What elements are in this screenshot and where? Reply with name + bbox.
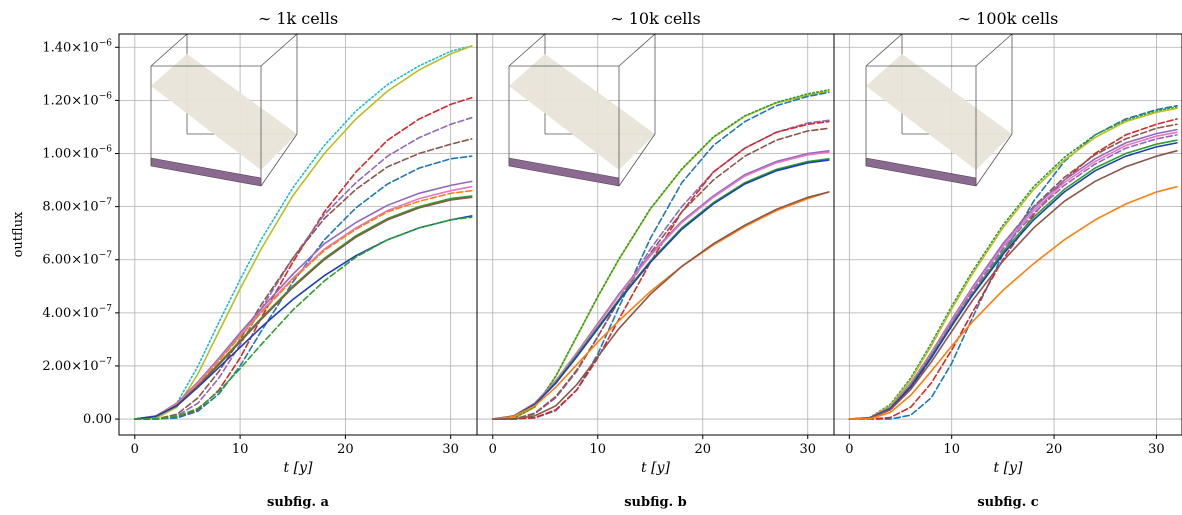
series-line-11 (492, 191, 830, 420)
series-line-7 (848, 131, 1178, 420)
panel-a: 0 10 20 30 0.00 2.00×10−7 4.00×10−7 6.00×10−7 8.… (11, 9, 478, 510)
series-line-3 (848, 107, 1178, 420)
series-line-6 (492, 127, 830, 420)
series-line-5 (492, 120, 830, 420)
panel-b: 0 10 20 30 ∼ 10k cells t [y] subfig. b (476, 9, 835, 510)
subfig-label: subfig. a (267, 495, 329, 510)
x-tick-label: 20 (694, 442, 711, 457)
y-tick-label: 1.00×10−6 (42, 145, 112, 162)
inset-geometry (150, 33, 298, 187)
y-tick-label: 1.20×10−6 (42, 91, 112, 108)
series-line-8 (134, 185, 473, 420)
y-tick-label: 8.00×10−7 (42, 198, 112, 215)
series-line-11 (134, 196, 473, 420)
series-line-10 (492, 159, 830, 420)
y-tick-label: 6.00×10−7 (42, 251, 112, 268)
y-tick-label: 2.00×10−7 (42, 357, 112, 374)
y-tick-label: 4.00×10−7 (42, 304, 112, 321)
x-tick-label: 30 (1148, 442, 1165, 457)
x-tick-label: 10 (589, 442, 606, 457)
x-tick-label: 0 (131, 442, 139, 457)
x-tick-label: 0 (489, 442, 497, 457)
series-line-5 (134, 138, 473, 420)
chart-title: ∼ 100k cells (958, 9, 1059, 28)
x-tick-label: 0 (845, 442, 853, 457)
series-line-3 (492, 91, 830, 420)
panel-c: 0 10 20 30 ∼ 100k cells t [y] subfig. c (833, 9, 1182, 510)
y-axis-label: outflux (11, 211, 26, 257)
series-group (848, 104, 1178, 420)
chart-title: ∼ 1k cells (258, 9, 338, 28)
inset-geometry (508, 33, 656, 187)
subfig-label: subfig. b (624, 495, 687, 510)
inset-geometry (865, 33, 1013, 187)
x-axis-label: t [y] (284, 460, 313, 476)
series-line-1 (134, 45, 473, 420)
x-axis-label: t [y] (994, 460, 1023, 476)
x-tick-label: 30 (799, 442, 816, 457)
series-line-11 (848, 150, 1178, 420)
series-line-2 (492, 89, 830, 420)
x-tick-label: 20 (337, 442, 354, 457)
subfig-label: subfig. c (977, 495, 1038, 510)
series-line-6 (848, 128, 1178, 420)
series-line-3 (134, 96, 473, 420)
series-line-9 (492, 158, 830, 420)
chart-title: ∼ 10k cells (610, 9, 701, 28)
x-axis-label: t [y] (641, 460, 670, 476)
series-line-12 (848, 185, 1178, 420)
series-group (492, 89, 830, 420)
series-line-12 (492, 191, 830, 420)
series-line-8 (848, 134, 1178, 420)
series-line-13 (134, 216, 473, 420)
x-tick-label: 30 (442, 442, 459, 457)
series-group (134, 45, 473, 420)
y-tick-label: 0.00 (83, 412, 112, 427)
series-line-10 (848, 142, 1178, 420)
x-tick-label: 10 (232, 442, 249, 457)
series-line-4 (848, 118, 1178, 420)
x-tick-label: 20 (1046, 442, 1063, 457)
series-line-2 (848, 106, 1178, 420)
x-tick-label: 10 (943, 442, 960, 457)
series-line-6 (134, 155, 473, 420)
series-line-10 (134, 195, 473, 420)
y-tick-label: 1.40×10−6 (42, 38, 112, 55)
axes-frame (833, 33, 1182, 436)
series-line-4 (134, 116, 473, 420)
series-line-9 (848, 139, 1178, 420)
series-line-9 (134, 189, 473, 420)
